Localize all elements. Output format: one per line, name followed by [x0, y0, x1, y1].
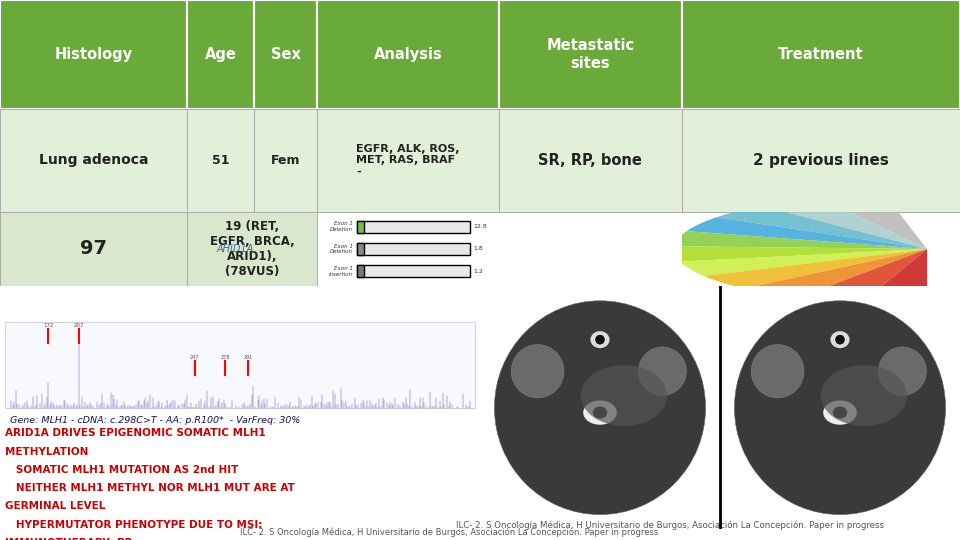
Text: 1.8: 1.8 [473, 246, 484, 252]
FancyBboxPatch shape [187, 212, 317, 286]
Text: 278: 278 [221, 355, 230, 360]
FancyBboxPatch shape [254, 0, 317, 109]
Text: SOMATIC MLH1 MUTATION AS 2nd HIT: SOMATIC MLH1 MUTATION AS 2nd HIT [5, 465, 238, 475]
FancyBboxPatch shape [254, 109, 317, 212]
Ellipse shape [638, 347, 686, 395]
Ellipse shape [494, 301, 706, 515]
Polygon shape [674, 246, 927, 261]
FancyBboxPatch shape [5, 322, 475, 408]
Text: Lung adenoca: Lung adenoca [38, 153, 149, 167]
Ellipse shape [592, 407, 608, 418]
Polygon shape [704, 249, 927, 288]
Text: 247: 247 [190, 355, 200, 360]
Text: METHYLATION: METHYLATION [5, 447, 88, 457]
Text: 51: 51 [212, 154, 229, 167]
Polygon shape [761, 197, 927, 249]
FancyBboxPatch shape [187, 109, 254, 212]
Text: SR, RP, bone: SR, RP, bone [539, 153, 642, 168]
Text: GERMINAL LEVEL: GERMINAL LEVEL [5, 502, 106, 511]
FancyBboxPatch shape [317, 109, 499, 212]
Polygon shape [674, 231, 927, 249]
FancyBboxPatch shape [682, 109, 960, 212]
Text: 19 (RET,
EGFR, BRCA,
ARID1),
(78VUS): 19 (RET, EGFR, BRCA, ARID1), (78VUS) [209, 220, 295, 278]
Polygon shape [744, 249, 927, 298]
Ellipse shape [734, 301, 946, 515]
Text: 12.8: 12.8 [473, 224, 488, 229]
Text: EGFR, ALK, ROS,
MET, RAS, BRAF
-: EGFR, ALK, ROS, MET, RAS, BRAF - [356, 144, 460, 177]
Ellipse shape [751, 345, 804, 398]
Text: NEITHER MLH1 METHYL NOR MLH1 MUT ARE AT: NEITHER MLH1 METHYL NOR MLH1 MUT ARE AT [5, 483, 295, 493]
Text: ILC- 2. S Oncología Médica, H Universitario de Burgos, Asociación La Concepción.: ILC- 2. S Oncología Médica, H Universita… [240, 528, 659, 537]
Text: ILC- 2. S Oncología Médica, H Universitario de Burgos, Asociación La Concepción.: ILC- 2. S Oncología Médica, H Universita… [456, 521, 884, 530]
Ellipse shape [824, 401, 856, 424]
Polygon shape [818, 193, 927, 249]
Text: Exon 1
Deletion: Exon 1 Deletion [330, 244, 353, 254]
Ellipse shape [830, 331, 850, 348]
Ellipse shape [835, 335, 845, 345]
Text: Sex: Sex [271, 47, 300, 62]
Text: Analysis: Analysis [373, 47, 443, 62]
Ellipse shape [832, 407, 848, 418]
Text: HYPERMUTATOR PHENOTYPE DUE TO MSI:: HYPERMUTATOR PHENOTYPE DUE TO MSI: [5, 519, 262, 530]
Ellipse shape [512, 345, 564, 398]
Text: Treatment: Treatment [778, 47, 864, 62]
FancyBboxPatch shape [357, 243, 364, 255]
Polygon shape [681, 249, 927, 276]
Polygon shape [686, 217, 927, 249]
FancyBboxPatch shape [357, 220, 364, 233]
Ellipse shape [595, 335, 605, 345]
Text: Metastatic
sites: Metastatic sites [546, 38, 635, 71]
Text: AHID1A: AHID1A [216, 244, 253, 254]
Text: Fem: Fem [271, 154, 300, 167]
FancyBboxPatch shape [357, 265, 364, 278]
FancyBboxPatch shape [187, 0, 254, 109]
FancyBboxPatch shape [682, 0, 960, 109]
Ellipse shape [584, 401, 616, 424]
Ellipse shape [590, 331, 610, 348]
FancyBboxPatch shape [357, 220, 470, 233]
Text: ARID1A DRIVES EPIGENOMIC SOMATIC MLH1: ARID1A DRIVES EPIGENOMIC SOMATIC MLH1 [5, 428, 265, 438]
FancyBboxPatch shape [317, 0, 499, 109]
Text: 97: 97 [80, 240, 108, 259]
Text: 291: 291 [244, 355, 253, 360]
Ellipse shape [821, 365, 907, 426]
Text: 172: 172 [43, 323, 54, 328]
FancyBboxPatch shape [499, 0, 682, 109]
FancyBboxPatch shape [357, 265, 470, 278]
Text: 207: 207 [74, 323, 84, 328]
Text: Exon 1
Deletion: Exon 1 Deletion [330, 221, 353, 232]
FancyBboxPatch shape [357, 243, 470, 255]
Text: 1.2: 1.2 [473, 269, 484, 274]
Ellipse shape [581, 365, 667, 426]
FancyBboxPatch shape [0, 109, 187, 212]
Text: 2 previous lines: 2 previous lines [753, 153, 889, 168]
Text: Gene: MLH1 - cDNA: c.298C>T - AA: p.R100*  - VarFreq: 30%: Gene: MLH1 - cDNA: c.298C>T - AA: p.R100… [10, 416, 300, 424]
Polygon shape [859, 249, 927, 306]
Text: Histology: Histology [55, 47, 132, 62]
Text: IMMUNOTHERAPY  PR: IMMUNOTHERAPY PR [5, 538, 132, 540]
Polygon shape [716, 206, 927, 249]
FancyBboxPatch shape [0, 212, 187, 286]
FancyBboxPatch shape [0, 0, 187, 109]
FancyBboxPatch shape [499, 109, 682, 212]
Text: Age: Age [204, 47, 237, 62]
Ellipse shape [878, 347, 926, 395]
Polygon shape [797, 249, 927, 304]
Text: Exon 1
insertion: Exon 1 insertion [329, 266, 353, 276]
